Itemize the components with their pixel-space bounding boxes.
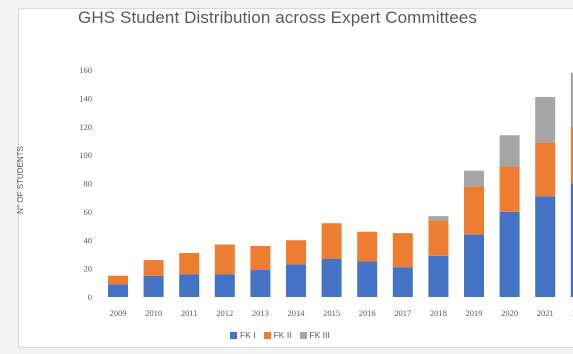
bar-segment-fk-i-2016 [357, 261, 378, 297]
legend-entry: FK III [299, 330, 330, 340]
x-tick-label: 2010 [145, 308, 162, 318]
bar-segment-fk-iii-2021 [535, 96, 556, 143]
bar-segment-fk-ii-2022 [570, 126, 573, 184]
legend-label: FK III [309, 330, 330, 340]
legend-swatch [299, 332, 307, 339]
legend-swatch [230, 332, 237, 339]
y-tick-label: 0 [88, 292, 92, 302]
bar-segment-fk-ii-2013 [250, 245, 271, 271]
bar-segment-fk-i-2020 [499, 211, 520, 297]
bar-segment-fk-iii-2020 [499, 135, 520, 167]
legend-entry: FK I [230, 330, 256, 340]
bar-segment-fk-i-2012 [214, 274, 235, 297]
chart-legend: FK I FK II FK III [230, 330, 338, 340]
x-tick-label: 2019 [466, 308, 483, 318]
bar-segment-fk-ii-2010 [143, 260, 164, 276]
chart-title: GHS Student Distribution across Expert C… [78, 8, 477, 27]
y-tick-label: 140 [79, 93, 92, 103]
bar-segment-fk-i-2009 [108, 284, 128, 297]
bar-segment-fk-ii-2012 [214, 244, 235, 275]
bar-segment-fk-i-2014 [286, 264, 306, 297]
y-tick-label: 60 [84, 207, 93, 217]
y-tick-label: 40 [84, 235, 93, 245]
bar-segment-fk-i-2015 [321, 258, 342, 297]
bar-segment-fk-ii-2017 [392, 233, 413, 268]
bar-segment-fk-ii-2018 [428, 220, 449, 256]
x-tick-label: 2014 [288, 308, 306, 318]
y-tick-label: 20 [84, 264, 93, 274]
x-tick-label: 2009 [110, 308, 127, 318]
bar-segment-fk-ii-2021 [535, 142, 556, 197]
bar-segment-fk-i-2022 [570, 183, 573, 297]
bar-segment-fk-i-2021 [535, 196, 556, 297]
bar-segment-fk-ii-2014 [286, 240, 306, 265]
bar-segment-fk-i-2011 [179, 274, 200, 297]
x-tick-label: 2011 [181, 308, 198, 318]
y-tick-label: 100 [79, 150, 92, 160]
legend-swatch [263, 332, 271, 339]
bar-segment-fk-ii-2011 [179, 253, 200, 275]
x-tick-label: 2015 [323, 308, 340, 318]
bar-segment-fk-i-2013 [250, 270, 271, 297]
bar-segment-fk-ii-2015 [321, 223, 342, 259]
x-tick-label: 2020 [501, 308, 518, 318]
bar-segment-fk-i-2017 [392, 267, 413, 297]
bar-segment-fk-i-2010 [143, 275, 164, 297]
bar-segment-fk-iii-2018 [428, 216, 449, 221]
legend-label: FK II [273, 330, 292, 340]
y-tick-label: 120 [79, 122, 92, 132]
bar-segment-fk-iii-2019 [464, 170, 484, 187]
x-tick-label: 2013 [252, 308, 269, 318]
bar-segment-fk-iii-2022 [570, 72, 573, 127]
x-tick-label: 2012 [216, 308, 233, 318]
legend-label: FK I [240, 330, 256, 340]
bar-segment-fk-i-2019 [464, 234, 484, 297]
x-tick-label: 2021 [537, 308, 554, 318]
legend-entry: FK II [263, 330, 292, 340]
bar-segment-fk-ii-2009 [108, 275, 128, 285]
x-tick-label: 2017 [394, 308, 411, 318]
bar-segment-fk-ii-2019 [464, 186, 484, 235]
bar-segment-fk-ii-2016 [357, 231, 378, 262]
x-tick-label: 2016 [359, 308, 376, 318]
bar-segment-fk-ii-2020 [499, 166, 520, 212]
y-tick-label: 80 [84, 179, 93, 189]
x-tick-label: 2018 [430, 308, 447, 318]
y-tick-label: 160 [79, 65, 92, 75]
bar-segment-fk-i-2018 [428, 255, 449, 297]
